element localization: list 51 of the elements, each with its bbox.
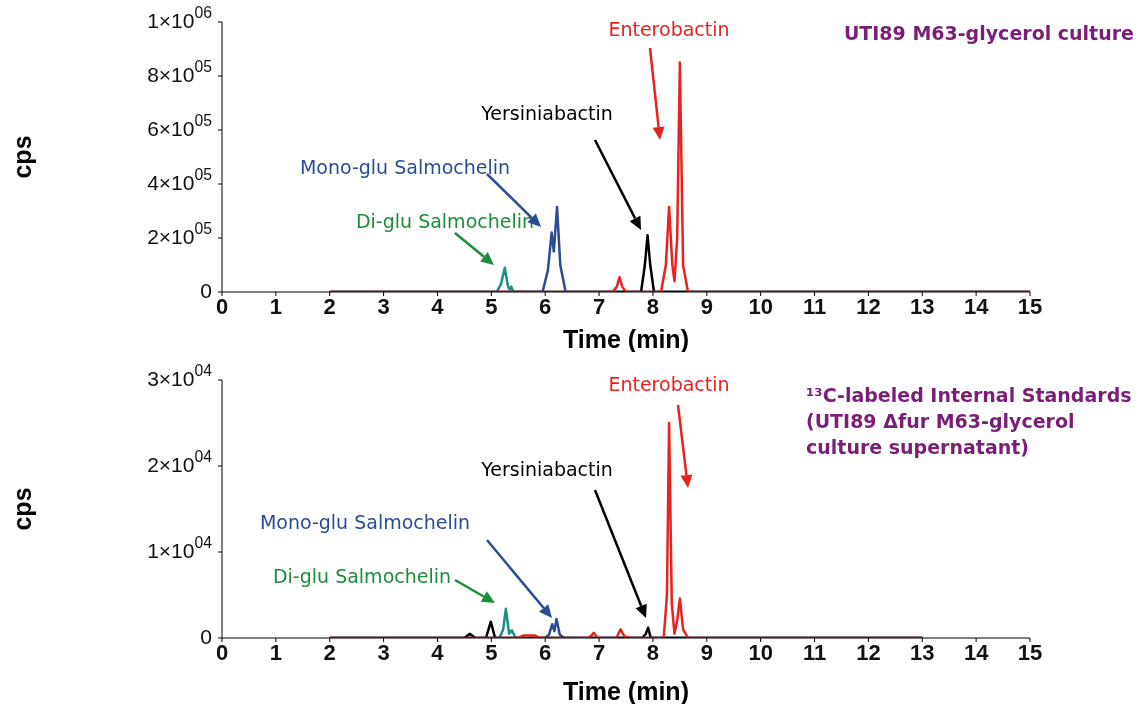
x-tick-label: 5 xyxy=(485,639,498,665)
text: ¹³C-labeled Internal Standards (UTI89 Δfur M63-glycerol culture supernatant) xyxy=(806,383,1133,460)
annotation: Yersiniabactin xyxy=(480,457,613,480)
x-tick-label: 2 xyxy=(323,293,336,319)
x-tick-label: 12 xyxy=(856,293,881,319)
y-axis-title: cps xyxy=(7,135,36,179)
y-tick-label: 4×10$^{05}$ xyxy=(147,165,213,194)
annotation: Mono-glu Salmochelin xyxy=(299,155,511,178)
y-tick-label: 2×10$^{04}$ xyxy=(147,447,213,476)
x-tick-label: 5 xyxy=(485,293,498,319)
x-tick-label: 2 xyxy=(323,639,336,665)
x-tick-label: 6 xyxy=(539,293,552,319)
y-tick-label: 2×10$^{05}$ xyxy=(147,219,213,248)
x-tick-label: 11 xyxy=(802,293,827,319)
annotation: Di-glu Salmochelin xyxy=(272,564,452,587)
x-tick-label: 10 xyxy=(748,293,773,319)
x-tick-label: 9 xyxy=(700,293,713,319)
x-tick-label: 12 xyxy=(856,639,881,665)
x-tick-label: 3 xyxy=(377,293,390,319)
y-tick-label: 1×10$^{06}$ xyxy=(147,3,213,32)
y-tick-label: 0 xyxy=(200,624,212,648)
chart-title: UTI89 M63-glycerol culture xyxy=(842,21,1134,46)
x-tick-label: 14 xyxy=(963,293,990,319)
x-tick-label: 13 xyxy=(910,639,935,665)
x-tick-label: 7 xyxy=(592,639,606,665)
x-tick-label: 15 xyxy=(1017,639,1043,665)
x-tick-label: 8 xyxy=(646,293,660,319)
y-tick-label: 6×10$^{05}$ xyxy=(147,111,213,140)
annotation: Enterobactin xyxy=(608,372,730,395)
x-tick-label: 6 xyxy=(539,639,552,665)
x-tick-label: 8 xyxy=(646,639,660,665)
x-tick-label: 4 xyxy=(431,293,445,319)
y-tick-label: 1×10$^{04}$ xyxy=(147,533,213,562)
y-axis-title: cps xyxy=(7,487,36,531)
x-tick-label: 14 xyxy=(963,639,990,665)
annotation: Yersiniabactin xyxy=(480,101,613,124)
x-tick-label: 9 xyxy=(700,639,713,665)
y-tick-label: 0 xyxy=(200,278,212,302)
y-tick-label: 8×10$^{05}$ xyxy=(147,57,213,86)
x-tick-label: 13 xyxy=(910,293,935,319)
x-tick-label: 1 xyxy=(269,639,282,665)
annotation: Mono-glu Salmochelin xyxy=(259,510,471,533)
x-tick-label: 10 xyxy=(748,639,773,665)
x-tick-label: 4 xyxy=(431,639,445,665)
x-tick-label: 1 xyxy=(269,293,282,319)
y-tick-label: 3×10$^{04}$ xyxy=(147,361,213,390)
x-tick-label: 3 xyxy=(377,639,390,665)
x-tick-label: 15 xyxy=(1017,293,1043,319)
x-tick-label: 7 xyxy=(592,293,606,319)
annotation: Enterobactin xyxy=(608,17,730,40)
x-tick-label: 11 xyxy=(802,639,827,665)
